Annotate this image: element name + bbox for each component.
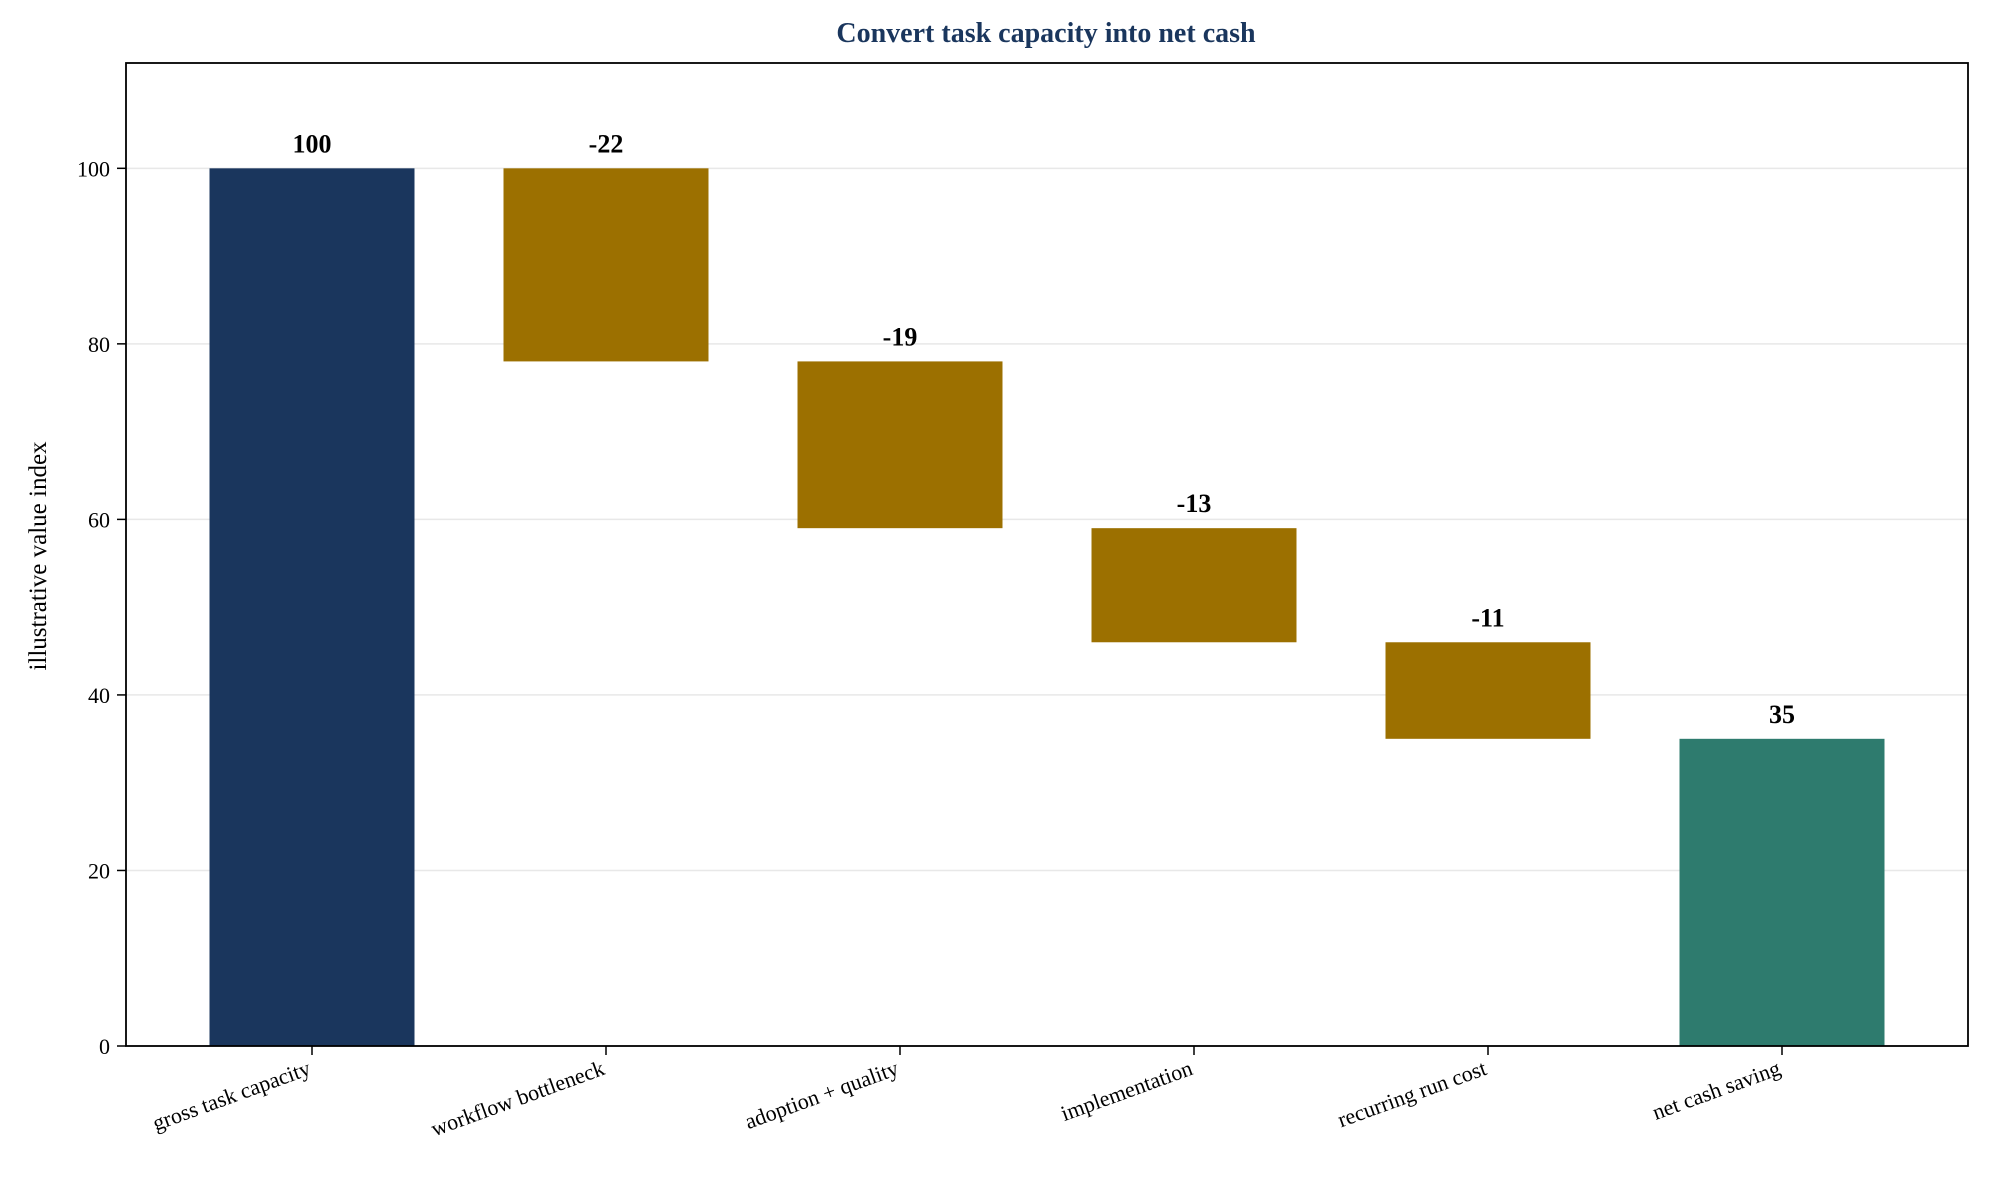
data-label: 35 xyxy=(1769,700,1795,729)
data-label: -22 xyxy=(589,129,624,158)
x-tick-label: implementation xyxy=(1057,1055,1195,1126)
data-label: 100 xyxy=(293,129,332,158)
plot-frame xyxy=(125,62,1969,1047)
bar xyxy=(209,168,415,1047)
bars xyxy=(209,168,1885,1047)
x-tick-label: net cash saving xyxy=(1649,1055,1784,1124)
data-label: -13 xyxy=(1177,489,1212,518)
x-tick-label: gross task capacity xyxy=(149,1055,314,1135)
x-tick-label: adoption + quality xyxy=(741,1055,901,1134)
axes xyxy=(125,62,1969,1047)
bar xyxy=(1385,642,1591,739)
y-tick-label: 80 xyxy=(88,332,110,357)
bar xyxy=(1679,738,1885,1046)
y-tick-label: 60 xyxy=(88,507,110,532)
x-tick-label: workflow bottleneck xyxy=(428,1055,608,1141)
y-tick-label: 0 xyxy=(99,1034,110,1059)
y-tick-label: 100 xyxy=(77,156,110,181)
y-tick-label: 40 xyxy=(88,683,110,708)
data-label: -11 xyxy=(1471,603,1504,632)
chart-title: Convert task capacity into net cash xyxy=(836,18,1256,49)
bar xyxy=(503,168,709,362)
bar xyxy=(797,361,1003,529)
data-label: -19 xyxy=(883,322,918,351)
y-axis-label: illustrative value index xyxy=(25,441,52,671)
value-labels: 100 -22 -19 -13 -11 35 xyxy=(293,129,1796,728)
bar xyxy=(1091,528,1297,643)
x-tick-label: recurring run cost xyxy=(1334,1055,1490,1132)
y-tick-label: 20 xyxy=(88,858,110,883)
